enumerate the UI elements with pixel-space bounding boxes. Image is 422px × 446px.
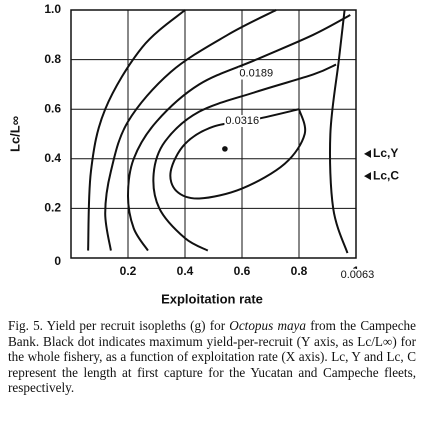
- y-axis-label: Lc/L∞: [7, 116, 22, 152]
- contour-line: [328, 9, 349, 254]
- x-tick-label: 0.4: [177, 264, 194, 278]
- figure-caption: Fig. 5. Yield per recruit isopleths (g) …: [8, 318, 416, 396]
- y-tick-label: 0.8: [44, 52, 61, 66]
- y-tick-label: 1.0: [44, 2, 61, 16]
- x-tick-label: 0.6: [234, 264, 251, 278]
- caption-species: Octopus maya: [229, 318, 307, 333]
- contour-label-bg: [224, 115, 261, 128]
- y-tick-label: 0.6: [44, 101, 61, 115]
- maximum-dot: [222, 146, 228, 152]
- contour-label: 0.0189: [239, 68, 273, 80]
- contour-label-bg: [238, 67, 275, 80]
- marker-arrow: [364, 172, 371, 181]
- contour-label: 0.0316: [225, 115, 259, 127]
- contour-line: [104, 9, 277, 251]
- contour-line: [87, 9, 186, 251]
- caption-text: Fig. 5. Yield per recruit isopleths (g) …: [8, 318, 230, 333]
- y-tick-label: 0.2: [44, 201, 61, 215]
- contour-line: [126, 14, 351, 252]
- caption-text: from the Campeche Bank. Black dot indica…: [8, 318, 416, 396]
- marker-arrow: [364, 149, 371, 158]
- contour-label-bg: [339, 268, 376, 281]
- marker-label: Lc,Y: [373, 146, 398, 160]
- y-tick-label: 0: [54, 254, 61, 268]
- x-tick-label: 0.2: [120, 264, 137, 278]
- chart: Exploitation rate Lc/L∞ 0 0.2 0.4 0.6 0.8 1.0…: [7, 2, 399, 306]
- plot-frame: [70, 9, 357, 259]
- contour-line: [152, 63, 337, 252]
- x-axis-label: Exploitation rate: [161, 291, 263, 306]
- contour-label: 0.0063: [341, 269, 375, 281]
- y-tick-label: 0.4: [44, 151, 61, 165]
- marker-label: Lc,C: [373, 168, 399, 182]
- x-tick-label: 0.8: [291, 264, 308, 278]
